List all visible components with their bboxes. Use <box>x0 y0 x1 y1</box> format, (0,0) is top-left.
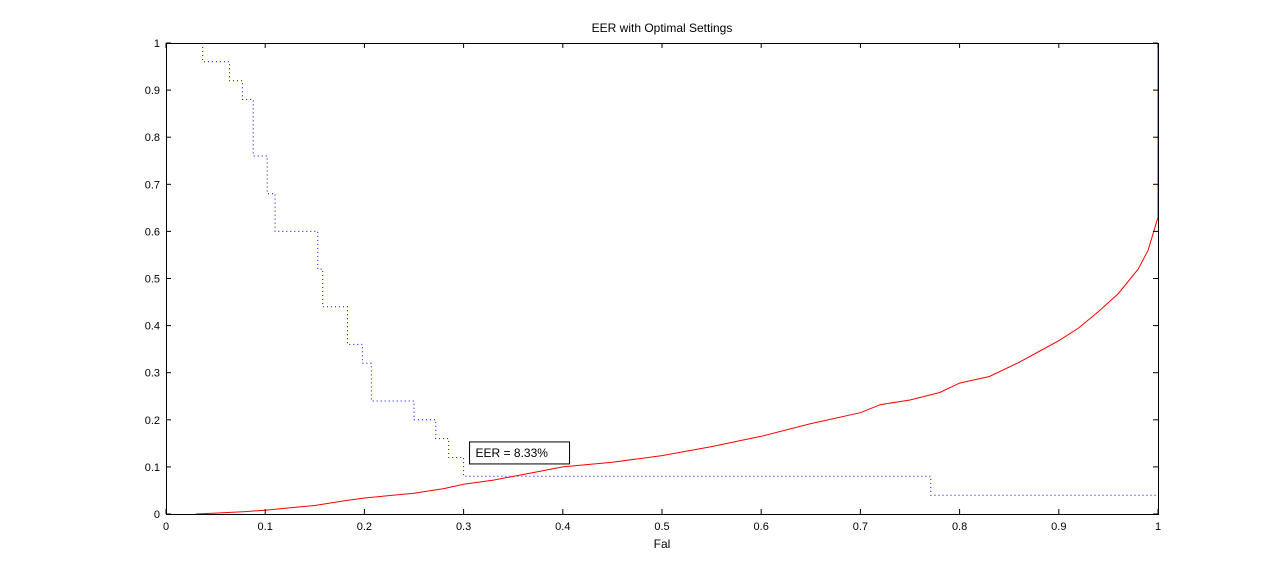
x-axis-ticks: 0 0.1 0.2 0.3 0.4 0.5 0.6 0.7 0.8 0.9 1 <box>163 43 1161 533</box>
x-tick-label: 0.1 <box>258 521 273 533</box>
annotation-box <box>469 441 571 465</box>
x-tick-label: 0.5 <box>654 521 669 533</box>
x-axis-label: Fal <box>654 537 671 551</box>
y-tick-label: 0.9 <box>145 85 160 97</box>
y-tick-label: 0.6 <box>145 226 160 238</box>
plot-frame <box>166 43 1159 515</box>
eer-annotation: EER = 8.33% <box>469 441 571 465</box>
series-layer <box>195 43 1159 515</box>
x-tick-label: 0.7 <box>853 521 868 533</box>
y-tick-label: 0.5 <box>145 274 160 286</box>
x-tick-label: 0.3 <box>456 521 471 533</box>
x-tick-label: 0.6 <box>754 521 769 533</box>
x-tick-label: 0.8 <box>952 521 967 533</box>
series-line-1 <box>202 43 1158 496</box>
y-tick-label: 0 <box>154 509 160 521</box>
series-line-2 <box>195 43 1159 515</box>
y-tick-label: 0.2 <box>145 415 160 427</box>
y-tick-label: 1 <box>154 38 160 50</box>
y-tick-label: 0.3 <box>145 368 160 380</box>
x-tick-label: 0 <box>163 521 169 533</box>
annotation-text: EER = 8.33% <box>476 446 549 460</box>
x-tick-label: 0.4 <box>555 521 570 533</box>
y-axis-ticks: 0 0.1 0.2 0.3 0.4 0.5 0.6 0.7 0.8 0.9 1 <box>145 38 1158 521</box>
chart-title: EER with Optimal Settings <box>592 21 733 35</box>
y-tick-label: 0.4 <box>145 321 160 333</box>
y-tick-label: 0.1 <box>145 462 160 474</box>
x-tick-label: 0.2 <box>357 521 372 533</box>
y-tick-label: 0.8 <box>145 132 160 144</box>
x-tick-label: 1 <box>1155 521 1161 533</box>
x-tick-label: 0.9 <box>1051 521 1066 533</box>
y-tick-label: 0.7 <box>145 179 160 191</box>
